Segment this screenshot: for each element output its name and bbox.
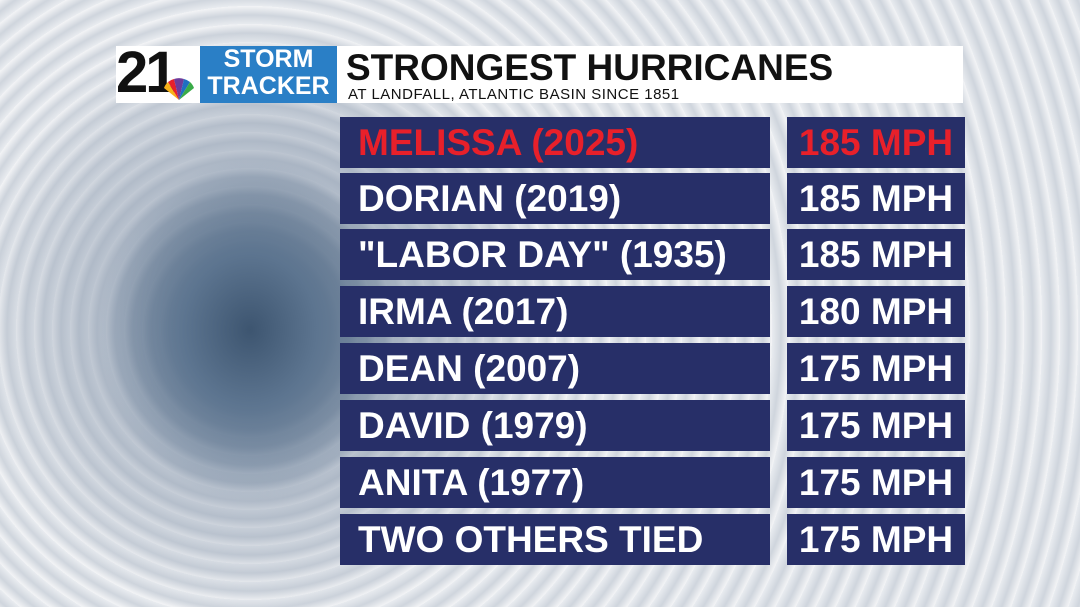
hurricane-name: TWO OTHERS TIED bbox=[340, 514, 770, 565]
peacock-icon bbox=[164, 78, 194, 100]
wind-speed: 185 MPH bbox=[787, 173, 965, 224]
hurricane-name: DAVID (1979) bbox=[340, 400, 770, 451]
logo-line: TRACKER bbox=[207, 72, 330, 100]
logo-box: STORM TRACKER bbox=[200, 46, 337, 103]
hurricane-name: DORIAN (2019) bbox=[340, 173, 770, 224]
wind-speed: 180 MPH bbox=[787, 286, 965, 337]
header: 21 STORM TRACKER STRONGEST HURRICANES AT… bbox=[116, 42, 963, 104]
hurricane-name: MELISSA (2025) bbox=[340, 117, 770, 168]
wind-speed: 185 MPH bbox=[787, 229, 965, 280]
wind-speed: 175 MPH bbox=[787, 343, 965, 394]
subtitle: AT LANDFALL, ATLANTIC BASIN SINCE 1851 bbox=[348, 86, 680, 103]
hurricane-name: IRMA (2017) bbox=[340, 286, 770, 337]
wind-speed: 185 MPH bbox=[787, 117, 965, 168]
wind-speed: 175 MPH bbox=[787, 514, 965, 565]
hurricane-name: "LABOR DAY" (1935) bbox=[340, 229, 770, 280]
hurricane-name: DEAN (2007) bbox=[340, 343, 770, 394]
logo-line: STORM bbox=[223, 45, 314, 73]
wind-speed: 175 MPH bbox=[787, 400, 965, 451]
title: STRONGEST HURRICANES bbox=[346, 47, 834, 88]
logo-number: 21 bbox=[116, 40, 178, 105]
hurricane-name: ANITA (1977) bbox=[340, 457, 770, 508]
wind-speed: 175 MPH bbox=[787, 457, 965, 508]
